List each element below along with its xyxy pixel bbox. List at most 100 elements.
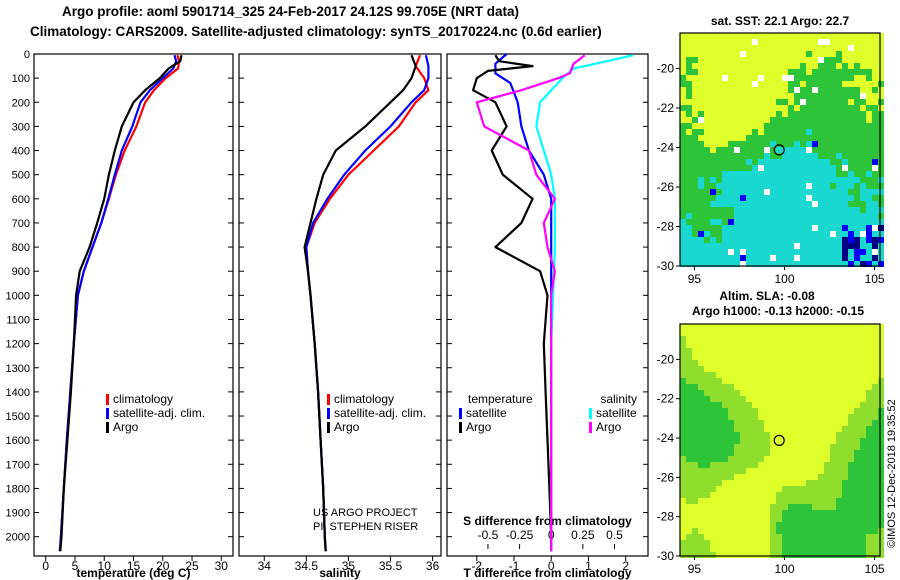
sst_map-cell	[824, 141, 830, 147]
sst_map-cell	[806, 99, 812, 105]
sst_map-cell	[728, 207, 734, 213]
sst_map-cell	[866, 75, 872, 81]
sla_map-cell	[842, 330, 848, 336]
sla_map-cell	[746, 366, 752, 372]
sla_map-cell	[812, 414, 818, 420]
sst_map-cell	[776, 225, 782, 231]
sla_map-cell	[764, 468, 770, 474]
sst_map-cell	[716, 255, 722, 261]
temperature-xtick-label: 15	[127, 559, 141, 573]
sla_map-cell	[728, 480, 734, 486]
sla_map-cell	[692, 552, 698, 558]
sst_map-cell	[758, 123, 764, 129]
sst_map-cell	[782, 63, 788, 69]
sla_map-cell	[764, 348, 770, 354]
sst_map-cell	[860, 183, 866, 189]
sla_map-cell	[752, 354, 758, 360]
sst_map-cell	[794, 81, 800, 87]
sst_map-cell	[860, 213, 866, 219]
sst_map-cell	[728, 33, 734, 39]
sst_map-cell	[686, 195, 692, 201]
sst_map-cell	[722, 147, 728, 153]
sla_map-cell	[770, 522, 776, 528]
sla_map-cell	[704, 336, 710, 342]
sst_map-cell	[782, 261, 788, 267]
sst_map-cell	[728, 117, 734, 123]
sla_map-cell	[866, 450, 872, 456]
sla_map-cell	[848, 342, 854, 348]
sst_map-cell	[740, 237, 746, 243]
sst_map-cell	[866, 243, 872, 249]
sst_map-cell	[710, 261, 716, 267]
sla_map-cell	[854, 426, 860, 432]
sla_map-cell	[788, 516, 794, 522]
sla_map-cell	[692, 402, 698, 408]
sst_map-cell	[746, 237, 752, 243]
sst_map-cell	[794, 153, 800, 159]
sst_map-cell	[710, 177, 716, 183]
sst_map-cell	[728, 183, 734, 189]
sst_map-cell	[800, 171, 806, 177]
sst_map-cell	[848, 105, 854, 111]
sla_map-cell	[722, 360, 728, 366]
sst_map-cell	[794, 123, 800, 129]
sst_map-cell	[812, 165, 818, 171]
sst_map-cell	[848, 177, 854, 183]
sst_map-cell	[836, 33, 842, 39]
sst_map-cell	[764, 123, 770, 129]
sst_map-cell	[860, 171, 866, 177]
sst_map-cell	[686, 123, 692, 129]
sst_map-cell	[830, 45, 836, 51]
sst_map-cell	[878, 81, 884, 87]
sst_map-cell	[704, 117, 710, 123]
sst_map-cell	[722, 33, 728, 39]
sst_map-cell	[770, 195, 776, 201]
sst_map-cell	[806, 243, 812, 249]
sst_map-cell	[710, 87, 716, 93]
sst_map-cell	[728, 141, 734, 147]
sst_map-cell	[788, 153, 794, 159]
sst_map-cell	[728, 243, 734, 249]
sst_map-cell	[878, 219, 884, 225]
sla_map-cell	[740, 408, 746, 414]
sla_map-cell	[770, 408, 776, 414]
sla_map-cell	[740, 546, 746, 552]
sla_map-cell	[854, 342, 860, 348]
sla_map-cell	[824, 534, 830, 540]
sla_map-cell	[710, 546, 716, 552]
sla_map-cell	[848, 330, 854, 336]
sla_map-cell	[698, 456, 704, 462]
sla_map-cell	[818, 474, 824, 480]
sla_map-cell	[686, 366, 692, 372]
sla_map-cell	[860, 444, 866, 450]
sla_map-cell	[698, 504, 704, 510]
sst_map-cell	[752, 117, 758, 123]
sst_map-cell	[872, 111, 878, 117]
sla_map-cell	[854, 414, 860, 420]
sla_map-cell	[842, 438, 848, 444]
sla_map-cell	[782, 432, 788, 438]
sla_map-cell	[686, 336, 692, 342]
sla_map-cell	[734, 408, 740, 414]
sst_map-cell	[752, 147, 758, 153]
sla_map-cell	[722, 444, 728, 450]
sla_map-cell	[776, 516, 782, 522]
sst_map-cell	[848, 171, 854, 177]
sst_map-cell	[692, 225, 698, 231]
sst_map-cell	[764, 33, 770, 39]
sst_map-cell	[710, 255, 716, 261]
sla_map-cell	[806, 462, 812, 468]
sst_map-cell	[806, 111, 812, 117]
sla_map-cell	[872, 396, 878, 402]
sla_map-cell	[722, 330, 728, 336]
sla_map-cell	[782, 528, 788, 534]
sst_map-cell	[794, 183, 800, 189]
sst_map-cell	[848, 207, 854, 213]
sla_map-cell	[698, 516, 704, 522]
sla_map-cell	[782, 486, 788, 492]
sla_map-cell	[740, 426, 746, 432]
sla_map-cell	[788, 522, 794, 528]
sst_map-frame	[679, 32, 881, 267]
sla_map-cell	[806, 408, 812, 414]
sla_map-cell	[782, 450, 788, 456]
